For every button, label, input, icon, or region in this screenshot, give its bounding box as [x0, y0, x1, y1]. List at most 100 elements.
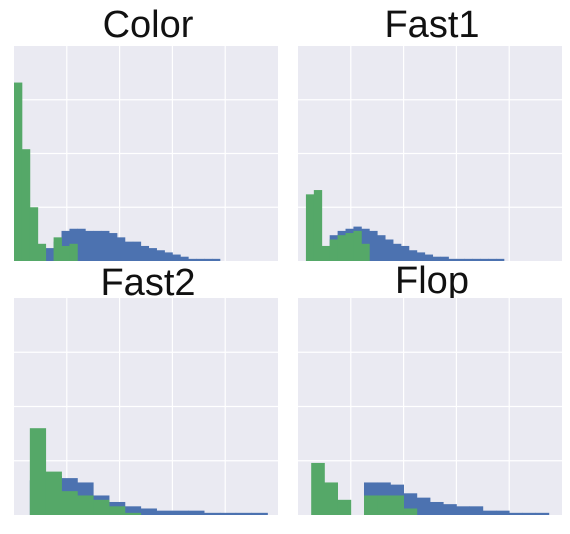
bar-series-blue: [148, 248, 157, 261]
bar-series-green: [377, 495, 391, 515]
bar-series-blue: [164, 252, 173, 261]
bar-series-blue: [101, 230, 110, 261]
bar-series-blue: [124, 506, 142, 515]
bar-series-blue: [235, 512, 252, 515]
bar-series-blue: [369, 230, 378, 261]
bar-series-blue: [140, 245, 150, 261]
histogram-svg: [14, 46, 278, 261]
bar-series-green: [390, 495, 404, 515]
bar-series-green: [403, 508, 418, 515]
bar-series-green: [109, 506, 126, 515]
plot-area: [14, 298, 278, 515]
bar-series-blue: [430, 501, 444, 515]
histogram-svg: [14, 298, 278, 515]
bar-series-green: [324, 482, 338, 515]
bar-series-blue: [85, 230, 94, 261]
bar-series-green: [361, 243, 370, 261]
bar-series-green: [29, 428, 47, 515]
bar-series-blue: [448, 258, 457, 261]
bar-series-blue: [464, 258, 473, 261]
bar-series-green: [21, 149, 31, 261]
panel-fast2: Fast2: [14, 262, 282, 530]
bar-series-blue: [172, 254, 181, 261]
panel-title: Color: [102, 4, 194, 46]
panel-title: Fast2: [100, 262, 196, 304]
bar-series-blue: [408, 250, 418, 261]
bar-series-green: [364, 495, 378, 515]
bar-series-blue: [496, 258, 505, 261]
bar-series-blue: [188, 510, 205, 515]
bar-series-green: [337, 235, 346, 261]
bar-series-blue: [132, 241, 142, 261]
bar-series-blue: [488, 258, 497, 261]
bar-series-green: [124, 512, 142, 515]
bar-series-green: [61, 491, 78, 515]
bar-series-green: [69, 243, 78, 261]
bar-series-blue: [188, 258, 197, 261]
bar-series-green: [321, 245, 331, 261]
plot-area: [298, 298, 562, 515]
bar-series-blue: [472, 258, 481, 261]
bar-series-blue: [204, 258, 213, 261]
panel-flop: Flop: [298, 262, 566, 530]
panel-title: Fast1: [384, 4, 480, 46]
bar-series-green: [77, 495, 94, 515]
bar-series-green: [313, 190, 323, 261]
bar-series-blue: [377, 235, 386, 261]
panel-title: Flop: [395, 260, 469, 302]
bar-series-blue: [456, 506, 470, 515]
plot-area: [14, 46, 278, 261]
panel-fast1: Fast1: [298, 0, 566, 262]
bar-series-blue: [156, 250, 165, 261]
bar-series-blue: [440, 256, 449, 261]
bar-series-blue: [469, 506, 484, 515]
bar-series-blue: [480, 258, 489, 261]
bar-series-blue: [535, 512, 550, 515]
bar-series-blue: [443, 504, 457, 515]
bar-series-blue: [482, 510, 497, 515]
bar-series-green: [311, 462, 325, 515]
bar-series-blue: [156, 510, 173, 515]
bar-series-blue: [93, 230, 102, 261]
bar-series-blue: [416, 497, 431, 515]
plot-area: [298, 46, 562, 261]
bar-series-blue: [456, 258, 465, 261]
bar-series-blue: [180, 256, 189, 261]
histogram-svg: [298, 298, 562, 515]
bar-series-blue: [522, 512, 536, 515]
bar-series-blue: [204, 512, 221, 515]
bar-series-green: [305, 194, 315, 261]
bar-series-blue: [251, 512, 268, 515]
bar-series-blue: [219, 512, 237, 515]
bar-series-blue: [196, 258, 205, 261]
bar-series-blue: [116, 237, 126, 261]
bar-series-green: [37, 243, 47, 261]
bar-series-blue: [109, 233, 118, 261]
bar-series-green: [345, 233, 354, 261]
bar-series-blue: [124, 241, 134, 261]
panel-color: Color: [14, 0, 282, 262]
bar-series-green: [329, 239, 338, 261]
bar-series-green: [353, 230, 362, 261]
bar-series-blue: [77, 228, 86, 261]
bar-series-green: [337, 499, 352, 515]
bar-series-green: [93, 499, 110, 515]
bar-series-blue: [385, 239, 394, 261]
bar-series-blue: [393, 243, 402, 261]
bar-series-blue: [140, 508, 157, 515]
bar-series-green: [14, 82, 23, 261]
bar-series-blue: [416, 252, 426, 261]
bar-series-blue: [45, 248, 54, 261]
bar-series-blue: [432, 256, 441, 261]
bar-series-blue: [424, 254, 434, 261]
bar-series-green: [61, 245, 70, 261]
bar-series-blue: [212, 258, 221, 261]
bar-series-blue: [400, 245, 410, 261]
bar-series-green: [29, 207, 39, 261]
bar-series-green: [45, 471, 62, 515]
bar-series-blue: [172, 510, 189, 515]
bar-series-blue: [509, 512, 523, 515]
histogram-svg: [298, 46, 562, 261]
bar-series-blue: [496, 510, 510, 515]
bar-series-green: [53, 237, 62, 261]
